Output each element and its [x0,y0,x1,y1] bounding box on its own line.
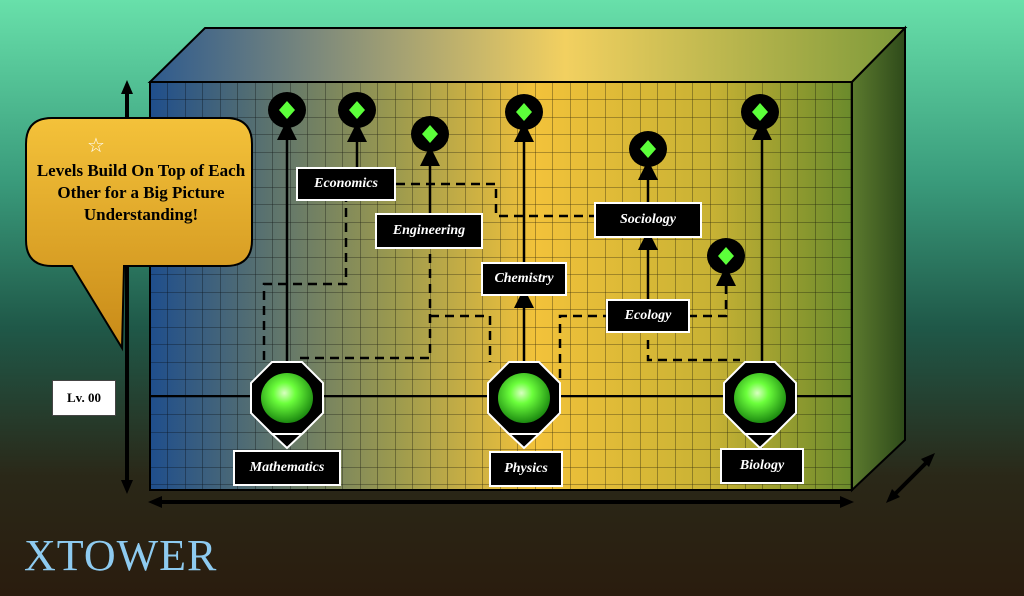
dashed-connectors [262,182,740,378]
field-label-economics: Economics [296,167,396,201]
field-node [268,92,306,128]
horizontal-axis-arrow [148,496,854,508]
star-icon: ☆ [87,135,105,157]
solid-arrows [277,120,772,368]
depth-axis-arrow [886,453,935,503]
field-label-chemistry: Chemistry [481,262,567,296]
field-label-sociology: Sociology [594,202,702,238]
field-label-engineering: Engineering [375,213,483,249]
field-label-ecology: Ecology [606,299,690,333]
foundation-label-biology: Biology [720,448,804,484]
field-node [411,116,449,152]
foundation-node-mathematics [250,361,324,450]
field-node [629,131,667,167]
field-node [338,92,376,128]
foundation-node-physics [487,361,561,450]
field-node [741,94,779,130]
tower-side-face [851,25,906,493]
level-badge: Lv. 00 [52,380,116,416]
foundation-label-mathematics: Mathematics [233,450,341,486]
field-node [505,94,543,130]
callout-bubble [25,117,253,352]
tower-top-face [147,27,908,83]
field-node [707,238,745,274]
brand-logo-text: XTOWER [24,531,218,580]
callout-text: Levels Build On Top of Each Other for a … [36,161,246,224]
foundation-label-physics: Physics [489,451,563,487]
foundation-node-biology [723,361,797,450]
